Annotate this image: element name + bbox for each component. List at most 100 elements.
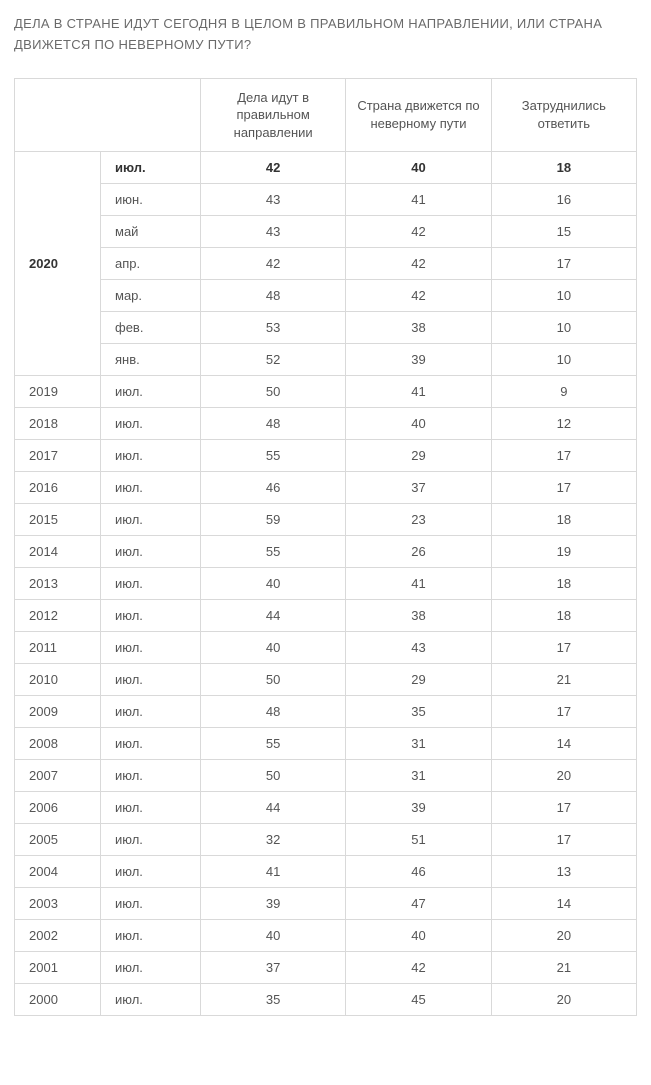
value-cell: 43 — [201, 184, 346, 216]
value-cell: 51 — [346, 824, 491, 856]
month-cell: июл. — [101, 472, 201, 504]
month-cell: июл. — [101, 664, 201, 696]
year-cell: 2015 — [15, 504, 101, 536]
value-cell: 42 — [201, 152, 346, 184]
month-cell: июл. — [101, 408, 201, 440]
table-row: 2015июл.592318 — [15, 504, 637, 536]
year-cell: 2017 — [15, 440, 101, 472]
value-cell: 40 — [201, 632, 346, 664]
value-cell: 41 — [346, 568, 491, 600]
value-cell: 42 — [201, 248, 346, 280]
value-cell: 40 — [346, 408, 491, 440]
month-cell: июл. — [101, 152, 201, 184]
value-cell: 53 — [201, 312, 346, 344]
table-row: 2010июл.502921 — [15, 664, 637, 696]
value-cell: 42 — [346, 248, 491, 280]
table-row: 2007июл.503120 — [15, 760, 637, 792]
value-cell: 18 — [491, 600, 636, 632]
table-row: июн.434116 — [15, 184, 637, 216]
value-cell: 43 — [346, 632, 491, 664]
year-cell: 2005 — [15, 824, 101, 856]
value-cell: 14 — [491, 728, 636, 760]
value-cell: 55 — [201, 440, 346, 472]
value-cell: 10 — [491, 312, 636, 344]
value-cell: 45 — [346, 984, 491, 1016]
table-row: 2009июл.483517 — [15, 696, 637, 728]
table-row: 2016июл.463717 — [15, 472, 637, 504]
value-cell: 17 — [491, 248, 636, 280]
year-cell: 2001 — [15, 952, 101, 984]
table-row: 2002июл.404020 — [15, 920, 637, 952]
table-row: 2004июл.414613 — [15, 856, 637, 888]
question-title: ДЕЛА В СТРАНЕ ИДУТ СЕГОДНЯ В ЦЕЛОМ В ПРА… — [14, 14, 637, 56]
month-cell: янв. — [101, 344, 201, 376]
year-cell: 2013 — [15, 568, 101, 600]
value-cell: 41 — [346, 184, 491, 216]
value-cell: 10 — [491, 344, 636, 376]
month-cell: июл. — [101, 888, 201, 920]
value-cell: 23 — [346, 504, 491, 536]
value-cell: 29 — [346, 664, 491, 696]
year-cell: 2004 — [15, 856, 101, 888]
value-cell: 17 — [491, 792, 636, 824]
year-cell: 2002 — [15, 920, 101, 952]
value-cell: 50 — [201, 376, 346, 408]
table-row: 2017июл.552917 — [15, 440, 637, 472]
value-cell: 48 — [201, 696, 346, 728]
value-cell: 35 — [201, 984, 346, 1016]
month-cell: июл. — [101, 824, 201, 856]
value-cell: 18 — [491, 152, 636, 184]
header-blank — [15, 78, 201, 152]
value-cell: 20 — [491, 920, 636, 952]
value-cell: 50 — [201, 664, 346, 696]
value-cell: 44 — [201, 600, 346, 632]
table-row: 2001июл.374221 — [15, 952, 637, 984]
value-cell: 21 — [491, 952, 636, 984]
month-cell: апр. — [101, 248, 201, 280]
year-cell: 2006 — [15, 792, 101, 824]
value-cell: 42 — [346, 216, 491, 248]
table-row: 2005июл.325117 — [15, 824, 637, 856]
year-cell: 2008 — [15, 728, 101, 760]
value-cell: 46 — [346, 856, 491, 888]
value-cell: 41 — [346, 376, 491, 408]
month-cell: июл. — [101, 984, 201, 1016]
value-cell: 48 — [201, 408, 346, 440]
value-cell: 17 — [491, 440, 636, 472]
value-cell: 46 — [201, 472, 346, 504]
table-row: 2014июл.552619 — [15, 536, 637, 568]
value-cell: 18 — [491, 568, 636, 600]
table-row: 2008июл.553114 — [15, 728, 637, 760]
table-row: 2019июл.50419 — [15, 376, 637, 408]
year-cell: 2016 — [15, 472, 101, 504]
table-row: 2000июл.354520 — [15, 984, 637, 1016]
table-row: 2012июл.443818 — [15, 600, 637, 632]
year-cell: 2003 — [15, 888, 101, 920]
month-cell: июл. — [101, 792, 201, 824]
survey-table: Дела идут в правильном направлении Стран… — [14, 78, 637, 1017]
value-cell: 35 — [346, 696, 491, 728]
table-row: 2006июл.443917 — [15, 792, 637, 824]
table-row: апр.424217 — [15, 248, 637, 280]
value-cell: 40 — [346, 920, 491, 952]
table-header-row: Дела идут в правильном направлении Стран… — [15, 78, 637, 152]
value-cell: 38 — [346, 600, 491, 632]
table-row: мар.484210 — [15, 280, 637, 312]
year-cell: 2020 — [15, 152, 101, 376]
value-cell: 17 — [491, 824, 636, 856]
value-cell: 40 — [201, 920, 346, 952]
month-cell: июл. — [101, 536, 201, 568]
table-row: май434215 — [15, 216, 637, 248]
value-cell: 15 — [491, 216, 636, 248]
value-cell: 39 — [201, 888, 346, 920]
year-cell: 2019 — [15, 376, 101, 408]
month-cell: фев. — [101, 312, 201, 344]
month-cell: июл. — [101, 728, 201, 760]
value-cell: 18 — [491, 504, 636, 536]
value-cell: 20 — [491, 984, 636, 1016]
value-cell: 10 — [491, 280, 636, 312]
month-cell: июл. — [101, 504, 201, 536]
year-cell: 2010 — [15, 664, 101, 696]
value-cell: 14 — [491, 888, 636, 920]
value-cell: 39 — [346, 792, 491, 824]
